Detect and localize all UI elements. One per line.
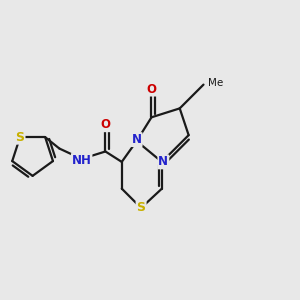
- Text: S: S: [16, 130, 25, 144]
- Text: O: O: [146, 82, 157, 96]
- Text: O: O: [100, 118, 110, 131]
- Text: N: N: [158, 155, 168, 168]
- Text: NH: NH: [72, 154, 92, 167]
- Text: S: S: [136, 202, 146, 214]
- Text: N: N: [132, 133, 142, 146]
- Text: Me: Me: [208, 78, 223, 88]
